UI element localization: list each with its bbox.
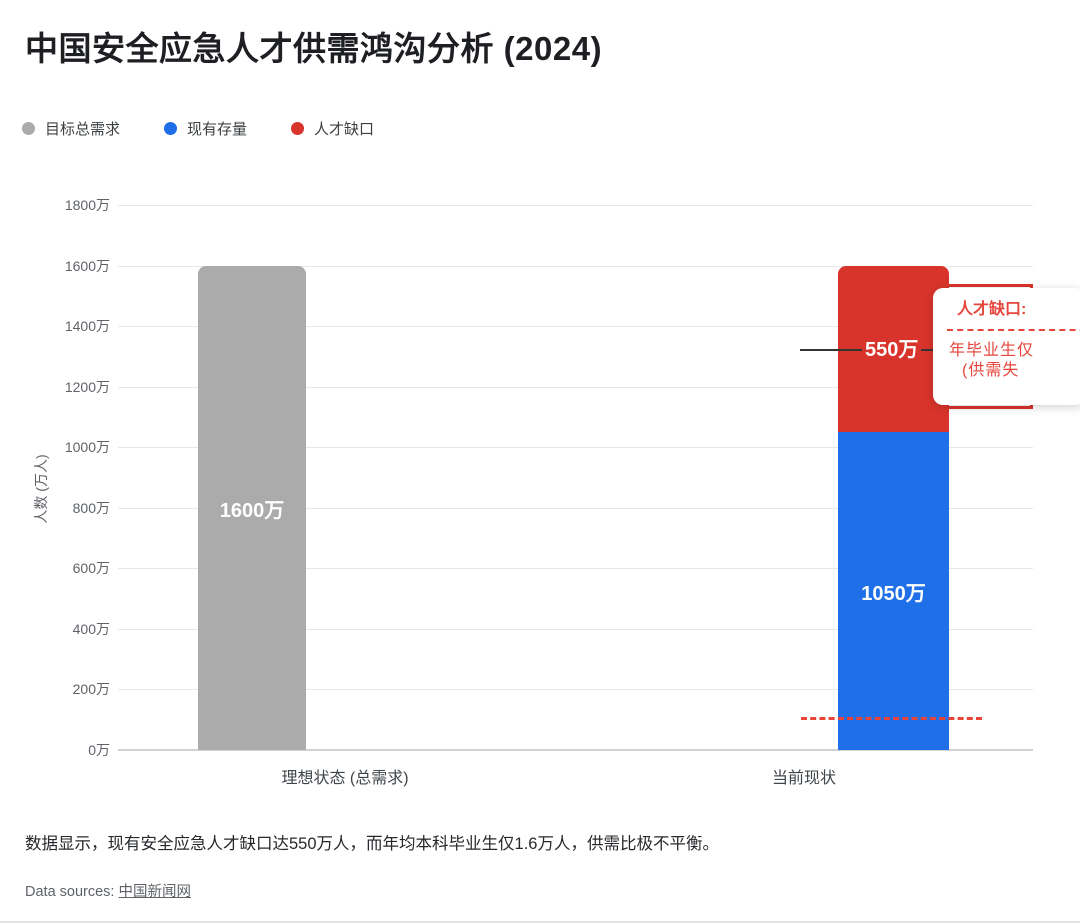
gap-value-label: 550万 xyxy=(865,339,919,361)
bar-value-label: 1050万 xyxy=(861,583,926,605)
legend-label: 现有存量 xyxy=(187,121,248,138)
bar-target-demand[interactable]: 1600万 xyxy=(198,266,306,750)
x-category-current: 当前现状 xyxy=(771,770,836,787)
talent-gap-callout: 人才缺口: 年毕业生仅 (供需失 xyxy=(933,288,1080,405)
gridline-200 xyxy=(118,689,1033,690)
legend-item-current-stock[interactable]: 现有存量 xyxy=(164,118,247,139)
legend-item-target-demand[interactable]: 目标总需求 xyxy=(22,118,120,139)
legend: 目标总需求 现有存量 人才缺口 xyxy=(22,118,374,139)
callout-text-line: 年毕业生仅 xyxy=(949,342,1035,359)
source-prefix: Data sources: xyxy=(25,884,119,900)
red-series-dot-icon xyxy=(291,122,305,135)
y-tick-label: 0万 xyxy=(88,742,110,758)
y-tick-label: 1200万 xyxy=(64,379,110,395)
blue-series-dot-icon xyxy=(164,122,178,135)
page-title: 中国安全应急人才供需鸿沟分析 (2024) xyxy=(25,30,603,67)
gray-series-dot-icon xyxy=(22,122,35,135)
y-tick-label: 200万 xyxy=(72,681,110,697)
gridline-600 xyxy=(118,568,1033,569)
gridline-1200 xyxy=(118,387,1033,388)
bar-current-stock[interactable]: 1050万 xyxy=(838,432,949,750)
legend-label: 目标总需求 xyxy=(45,121,121,138)
connector-line-left xyxy=(800,349,862,351)
gridline-1600 xyxy=(118,266,1033,267)
connector-line-right xyxy=(921,349,933,351)
y-tick-label: 1000万 xyxy=(64,439,110,455)
callout-text-line: (供需失 xyxy=(962,362,1020,379)
source-link[interactable]: 中国新闻网 xyxy=(118,884,192,900)
gridline-1000 xyxy=(118,447,1033,448)
y-axis-title: 人数 (万人) xyxy=(33,454,49,524)
y-tick-label: 600万 xyxy=(72,560,110,576)
bar-value-label: 1600万 xyxy=(219,500,285,522)
legend-label: 人才缺口 xyxy=(314,121,375,138)
y-tick-label: 1600万 xyxy=(64,258,110,274)
y-tick-label: 800万 xyxy=(72,500,110,516)
y-tick-label: 1800万 xyxy=(64,197,110,213)
y-tick-label: 400万 xyxy=(72,621,110,637)
gridline-800 xyxy=(118,508,1033,509)
y-tick-label: 1400万 xyxy=(64,318,110,334)
data-source-line: Data sources: 中国新闻网 xyxy=(25,880,191,901)
x-category-ideal: 理想状态 (总需求) xyxy=(281,770,409,787)
gridline-1800 xyxy=(118,205,1033,206)
gridline-400 xyxy=(118,629,1033,630)
chart-caption: 数据显示，现有安全应急人才缺口达550万人，而年均本科毕业生仅1.6万人，供需比… xyxy=(25,835,719,853)
x-axis-line xyxy=(118,749,1033,751)
callout-dashed-divider xyxy=(947,329,1080,331)
graduate-supply-dashed-line xyxy=(801,717,982,720)
gap-connector: 550万 xyxy=(800,337,933,363)
gridline-1400 xyxy=(118,326,1033,327)
callout-heading: 人才缺口: xyxy=(957,301,1027,318)
legend-item-talent-gap[interactable]: 人才缺口 xyxy=(291,118,374,139)
